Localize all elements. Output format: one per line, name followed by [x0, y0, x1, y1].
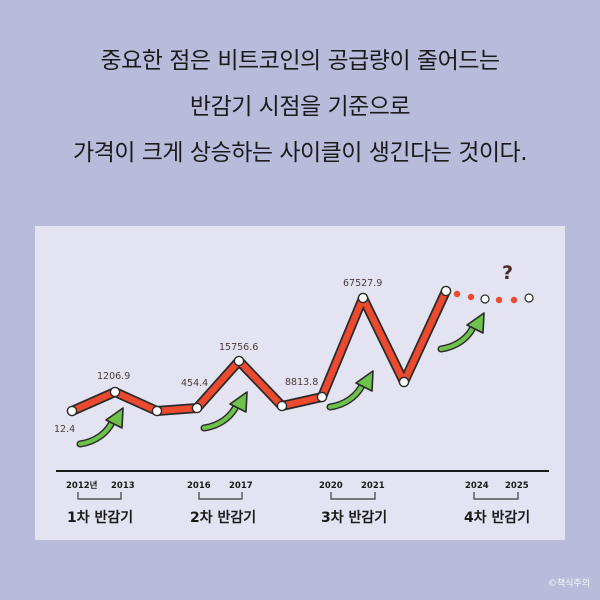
label-454-4: 454.4: [181, 378, 208, 389]
data-point: [151, 405, 163, 417]
data-point: [276, 400, 288, 412]
svg-text:2차 반감기: 2차 반감기: [190, 509, 256, 526]
svg-text:2016: 2016: [187, 481, 211, 491]
halving-3: 2020 2021 3차 반감기: [319, 481, 387, 526]
arrow-up-icon-4: [441, 313, 484, 349]
label-12-4: 12.4: [54, 424, 75, 435]
data-point: [109, 386, 121, 398]
svg-text:2024: 2024: [465, 481, 489, 491]
headline: 중요한 점은 비트코인의 공급량이 줄어드는 반감기 시점을 기준으로 가격이 …: [0, 38, 600, 176]
halving-2: 2016 2017 2차 반감기: [187, 481, 256, 526]
label-15756-6: 15756.6: [219, 342, 258, 353]
headline-line-3: 가격이 크게 상승하는 사이클이 생긴다는 것이다.: [72, 140, 528, 166]
label-1206-9: 1206.9: [97, 371, 130, 382]
halving-groups: 2012년 2013 1차 반감기 2016 2017 2차 반감기 2020 …: [66, 480, 530, 526]
arrow-up-icon-1: [80, 408, 123, 444]
headline-line-1: 중요한 점은 비트코인의 공급량이 줄어드는: [100, 48, 500, 74]
future-dot: [453, 290, 461, 298]
future-dot: [480, 294, 490, 304]
svg-text:2017: 2017: [229, 481, 253, 491]
headline-line-2: 반감기 시점을 기준으로: [189, 94, 411, 120]
label-8813-8: 8813.8: [285, 377, 318, 388]
svg-text:1차 반감기: 1차 반감기: [67, 509, 133, 526]
halving-4: 2024 2025 4차 반감기: [464, 481, 530, 526]
price-line: [69, 288, 451, 416]
svg-text:3차 반감기: 3차 반감기: [321, 509, 387, 526]
future-dots: [453, 290, 534, 304]
data-points: [66, 285, 452, 417]
data-point: [191, 402, 203, 414]
data-point: [440, 285, 452, 297]
svg-text:2013: 2013: [111, 481, 135, 491]
chart-panel: [35, 226, 565, 540]
svg-text:2021: 2021: [361, 481, 385, 491]
data-point: [357, 292, 369, 304]
label-67527-9: 67527.9: [343, 278, 382, 289]
data-point: [398, 376, 410, 388]
future-dot: [524, 293, 534, 303]
arrow-up-icon-3: [330, 371, 373, 407]
future-dot: [495, 296, 503, 304]
data-point: [233, 355, 245, 367]
question-mark-annotation: ?: [502, 262, 513, 284]
future-dot: [467, 293, 475, 301]
data-labels: 12.4 1206.9 454.4 15756.6 8813.8 67527.9: [54, 278, 382, 435]
data-point: [66, 405, 78, 417]
svg-text:2012년: 2012년: [66, 480, 98, 491]
svg-text:2025: 2025: [505, 481, 529, 491]
future-dot: [510, 296, 518, 304]
svg-text:2020: 2020: [319, 481, 343, 491]
halving-1: 2012년 2013 1차 반감기: [66, 480, 135, 526]
data-point: [316, 391, 328, 403]
copyright-credit: ©책식주의: [547, 579, 590, 589]
svg-text:4차 반감기: 4차 반감기: [464, 509, 530, 526]
